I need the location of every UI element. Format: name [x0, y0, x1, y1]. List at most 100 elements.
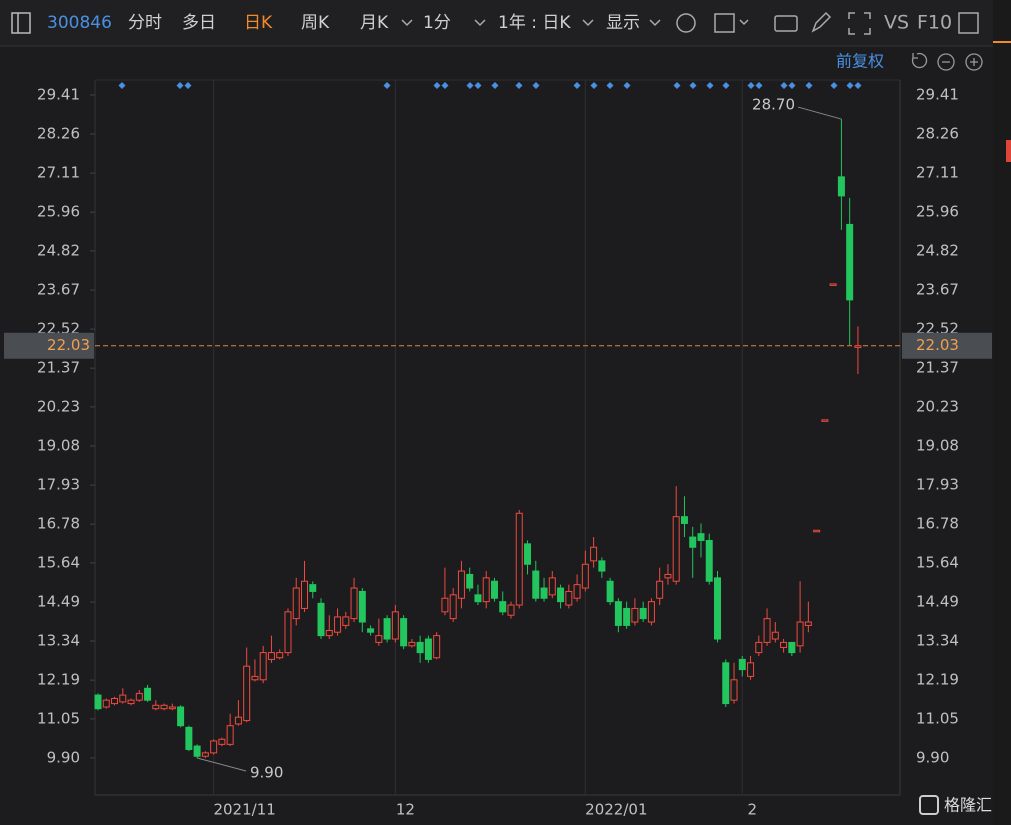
y-tick-label-right: 11.05	[916, 709, 959, 727]
x-tick-label: 2	[748, 801, 758, 819]
candle-body	[466, 573, 474, 589]
camera-icon[interactable]	[774, 15, 798, 32]
candle-body	[829, 283, 837, 286]
candle-body	[598, 560, 606, 572]
candle-body	[565, 590, 573, 606]
draw-icon[interactable]	[811, 11, 832, 33]
candle-body	[490, 580, 498, 599]
y-tick-label: 25.96	[37, 203, 80, 221]
event-marker	[673, 82, 681, 89]
tab[interactable]: 分时	[128, 13, 162, 33]
last-price-box	[4, 332, 94, 359]
event-marker	[854, 82, 862, 89]
event-marker	[573, 82, 581, 89]
candle-body	[251, 675, 259, 681]
y-tick-label: 23.67	[37, 281, 80, 299]
y-tick-label-right: 14.49	[916, 592, 959, 610]
candle-body	[168, 706, 176, 710]
candle-body	[127, 699, 135, 705]
y-tick-label-right: 27.11	[916, 164, 959, 182]
layout-icon[interactable]	[714, 13, 735, 33]
candle-body	[317, 602, 325, 637]
panel-icon[interactable]	[958, 12, 979, 34]
candle-body	[119, 694, 127, 703]
f10-button[interactable]: F10	[917, 12, 952, 34]
candle-body	[383, 618, 391, 640]
candle-body	[301, 580, 308, 609]
vs-button[interactable]: VS	[884, 12, 909, 34]
candle-body	[540, 587, 548, 599]
fullscreen-icon[interactable]	[848, 12, 871, 35]
event-marker	[474, 82, 482, 89]
candle-body	[391, 611, 399, 640]
tab[interactable]: 周K	[301, 13, 330, 33]
candle-body	[846, 223, 854, 301]
candle-body	[499, 601, 507, 613]
candle-body	[342, 616, 350, 626]
settings-icon[interactable]	[676, 13, 696, 33]
tab[interactable]: 月K	[360, 13, 389, 33]
candle-body	[714, 577, 721, 640]
candle-body	[606, 580, 614, 603]
candle-body	[276, 652, 284, 659]
zoom-in[interactable]	[965, 53, 983, 71]
candle-body	[705, 539, 713, 582]
candle-body	[102, 699, 110, 708]
interval[interactable]: 1分	[423, 13, 451, 33]
candle-body	[135, 692, 143, 701]
candle-body	[755, 641, 763, 654]
candle-body	[730, 679, 738, 701]
adjust-mode[interactable]: 前复权	[836, 52, 884, 71]
event-marker	[623, 82, 631, 89]
candle-body	[234, 716, 242, 725]
chevron	[474, 19, 486, 27]
y-tick-label-right: 12.19	[916, 671, 959, 689]
event-marker	[176, 82, 184, 89]
sidebar-toggle[interactable]	[11, 12, 31, 34]
y-tick-label-right: 15.64	[916, 553, 959, 571]
zoom-in-cross	[970, 58, 978, 66]
event-marker	[118, 82, 126, 89]
chevron	[739, 19, 749, 26]
tab[interactable]: 多日	[182, 13, 216, 33]
candle-body	[358, 590, 366, 623]
y-tick-label: 20.23	[37, 397, 80, 415]
candle-body	[623, 607, 631, 626]
candle-body	[474, 594, 482, 603]
candle-body	[94, 694, 102, 710]
y-tick-label-right: 19.08	[916, 436, 959, 454]
candle-body	[433, 635, 441, 659]
candle-body	[738, 658, 746, 671]
event-marker	[722, 82, 730, 89]
candle-body	[771, 631, 779, 640]
tab-active[interactable]: 日K	[244, 13, 273, 33]
event-marker	[780, 82, 788, 89]
candle-body	[160, 704, 168, 710]
candle-body	[680, 516, 688, 524]
candle-body	[152, 704, 160, 710]
stock-code[interactable]: 300846	[47, 13, 112, 33]
display[interactable]: 显示	[606, 13, 640, 33]
candle-body	[424, 638, 432, 660]
logo-icon	[919, 795, 939, 815]
candle-body	[375, 635, 383, 643]
range[interactable]: 1年 : 日K	[498, 13, 571, 33]
candle-body	[656, 580, 664, 599]
y-tick-label-right: 17.93	[916, 476, 959, 494]
event-marker	[830, 82, 838, 89]
zoom-out[interactable]	[937, 53, 955, 71]
reset-icon[interactable]	[911, 52, 928, 69]
chevron	[649, 19, 661, 27]
event-marker	[706, 82, 714, 89]
side-badge	[1006, 140, 1011, 162]
toolbar	[0, 0, 993, 46]
candle-body	[482, 577, 490, 603]
y-tick-label-right: 21.37	[916, 359, 959, 377]
y-tick-label: 21.37	[37, 359, 80, 377]
candle-body	[325, 630, 333, 637]
candle-body	[457, 570, 465, 599]
candle-body	[557, 587, 565, 603]
annotation-label: 9.90	[250, 763, 283, 781]
candle-body	[639, 607, 647, 620]
